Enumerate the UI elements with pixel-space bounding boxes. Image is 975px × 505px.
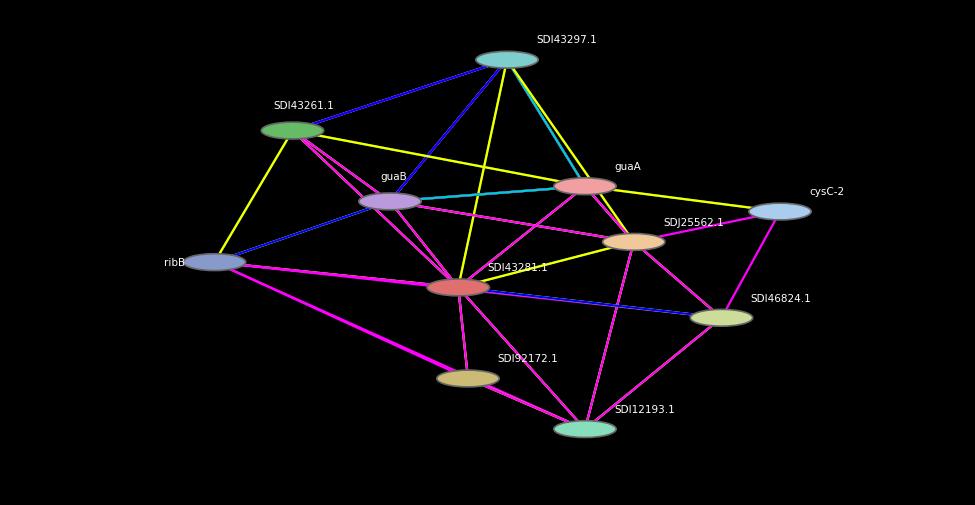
- Ellipse shape: [183, 254, 246, 271]
- Ellipse shape: [437, 370, 499, 387]
- Text: ribB: ribB: [164, 258, 185, 268]
- Ellipse shape: [554, 178, 616, 195]
- Text: SDI12193.1: SDI12193.1: [614, 404, 675, 414]
- Text: cysC-2: cysC-2: [809, 187, 844, 197]
- Ellipse shape: [359, 193, 421, 211]
- Ellipse shape: [554, 421, 616, 438]
- Ellipse shape: [690, 310, 753, 327]
- Ellipse shape: [749, 204, 811, 221]
- Text: SDI92172.1: SDI92172.1: [497, 354, 558, 364]
- Text: guaA: guaA: [614, 162, 641, 172]
- Text: SDI43281.1: SDI43281.1: [488, 263, 548, 273]
- Ellipse shape: [476, 52, 538, 69]
- Ellipse shape: [261, 123, 324, 140]
- Text: guaB: guaB: [380, 172, 407, 182]
- Text: SDI43261.1: SDI43261.1: [273, 101, 333, 111]
- Ellipse shape: [603, 234, 665, 251]
- Text: SDI43297.1: SDI43297.1: [536, 35, 597, 45]
- Text: SDI46824.1: SDI46824.1: [751, 293, 811, 303]
- Ellipse shape: [427, 279, 489, 296]
- Text: SDJ25562.1: SDJ25562.1: [663, 217, 723, 227]
